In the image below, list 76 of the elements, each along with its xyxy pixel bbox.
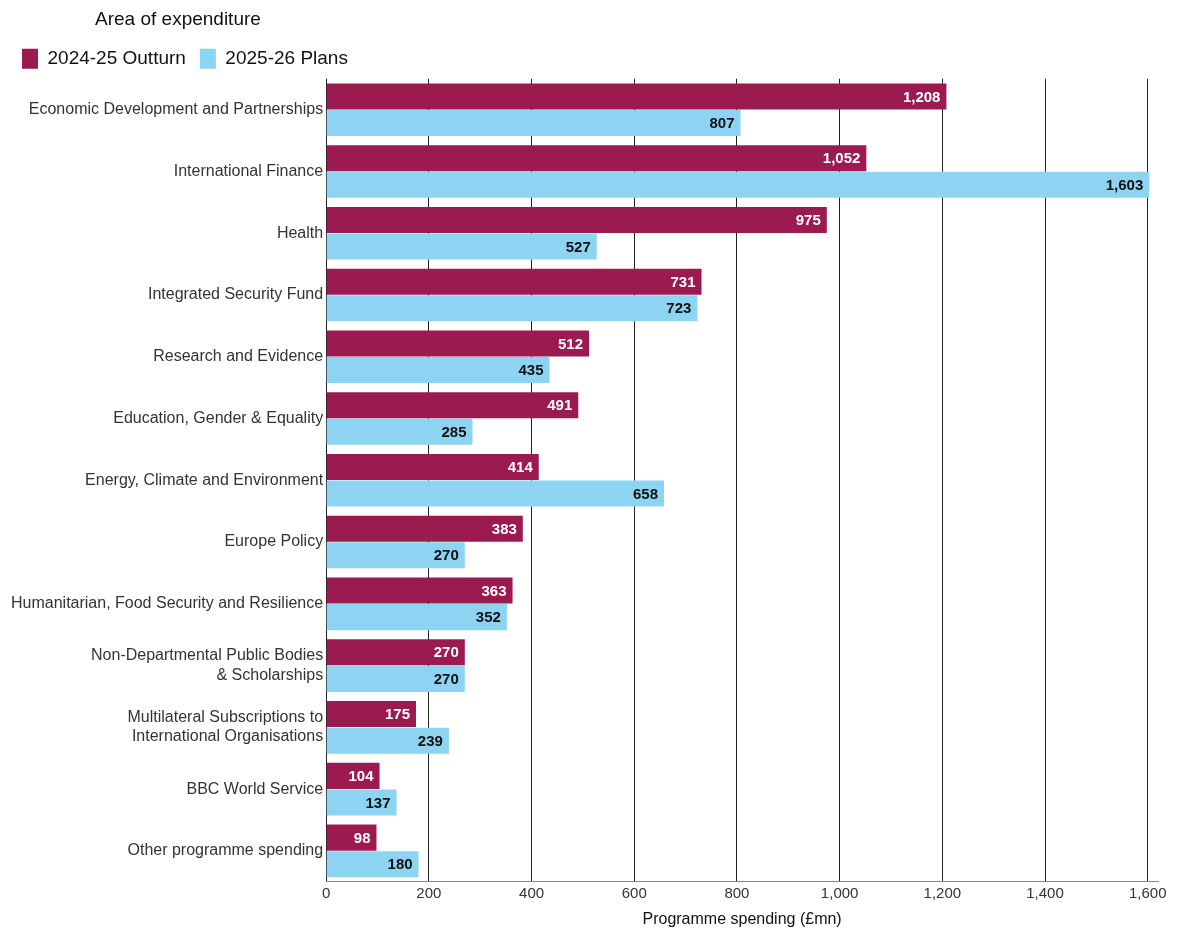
y-tick-label: Humanitarian, Food Security and Resilience [11,594,324,612]
data-label: 270 [433,546,459,564]
bar [326,480,665,507]
data-label: 363 [481,581,507,599]
y-tick-label: Research and Evidence [153,347,324,365]
y-tick-label: Europe Policy [224,532,324,550]
bar [326,727,449,754]
x-tick-label: 800 [724,883,750,901]
bar [326,418,473,445]
bar [326,268,702,295]
data-label: 435 [518,361,544,379]
data-label: 1,208 [902,87,941,105]
y-tick-label: Energy, Climate and Environment [85,470,324,488]
data-label: 137 [365,793,391,811]
data-label: 98 [353,828,371,846]
data-label: 1,052 [822,149,861,167]
bar [326,639,465,666]
bar [326,392,579,419]
x-tick-label: 1,000 [820,883,859,901]
x-axis-title: Programme spending (£mn) [642,909,842,927]
data-label: 270 [433,643,459,661]
data-label: 104 [348,767,375,785]
data-label: 731 [670,272,696,290]
data-label: 512 [558,334,584,352]
x-tick-label: 1,600 [1128,883,1167,901]
x-tick-label: 200 [416,883,442,901]
data-label: 352 [475,608,501,626]
bar [326,604,507,631]
legend-title: Area of expenditure [95,7,261,29]
bar [326,145,867,172]
bar [326,357,550,384]
bar [326,454,539,481]
x-tick-label: 1,200 [923,883,962,901]
data-label: 723 [666,299,692,317]
y-tick-label: Other programme spending [127,841,324,859]
y-tick-label: Non-Departmental Public Bodies & Scholarships [91,646,324,683]
bar [326,109,741,136]
data-label: 807 [709,114,735,132]
bar [326,330,590,357]
y-tick-label: Economic Development and Partnerships [28,100,324,118]
legend-label: 2025-26 Plans [225,47,348,69]
bar [326,83,947,110]
bar [326,171,1150,198]
x-tick-label: 0 [321,883,331,901]
bar [326,542,465,569]
data-label: 180 [387,855,413,873]
data-label: 527 [565,237,591,255]
data-label: 270 [433,670,459,688]
bar [326,789,397,816]
x-tick-label: 600 [621,883,647,901]
bar [326,577,513,604]
y-tick-label: BBC World Service [186,779,324,797]
bar [326,701,417,728]
legend-label: 2024-25 Outturn [47,47,186,69]
y-tick-label: Multilateral Subscriptions to International Organisations [127,708,324,745]
data-label: 658 [633,484,659,502]
data-label: 414 [507,458,534,476]
data-label: 491 [547,396,573,414]
data-label: 383 [491,519,517,537]
bar [326,665,465,692]
bar [326,206,827,233]
data-label: 1,603 [1105,175,1144,193]
bar [326,233,597,260]
y-tick-label: Health [276,223,324,241]
data-label: 175 [384,705,411,723]
data-label: 239 [417,731,443,749]
x-tick-label: 1,400 [1026,883,1064,901]
data-label: 975 [795,211,821,229]
x-tick-label: 400 [519,883,545,901]
y-tick-label: Integrated Security Fund [147,285,324,303]
y-tick-label: International Finance [173,161,324,179]
bar [326,851,419,878]
bar [326,295,698,322]
y-tick-label: Education, Gender & Equality [113,408,324,426]
data-label: 285 [441,422,467,440]
bar [326,515,523,542]
